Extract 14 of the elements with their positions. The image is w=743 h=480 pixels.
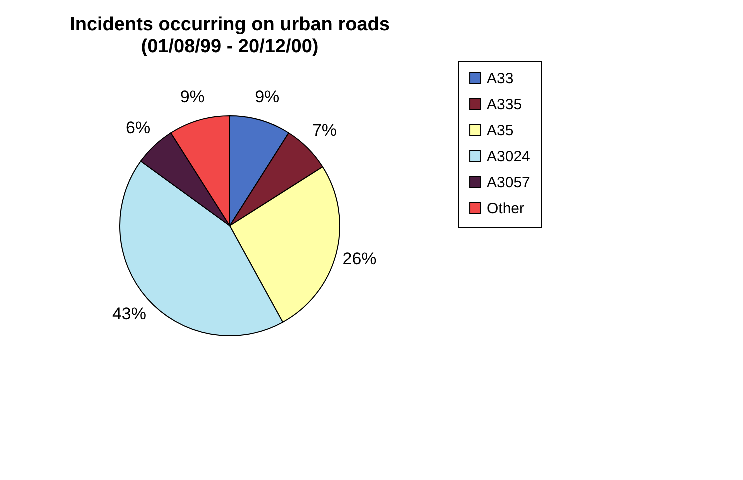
- data-label: 7%: [312, 121, 338, 140]
- chart-title: Incidents occurring on urban roads: [70, 14, 390, 36]
- data-label: 26%: [342, 249, 377, 268]
- legend-label: Other: [487, 200, 525, 218]
- legend-label: A335: [487, 96, 522, 114]
- data-label: 6%: [126, 118, 151, 138]
- chart-subtitle: (01/08/99 - 20/12/00): [141, 36, 319, 58]
- legend-label: A3024: [487, 148, 530, 166]
- data-label: 9%: [255, 87, 280, 106]
- legend-label: A33: [487, 70, 514, 88]
- data-label: 43%: [112, 304, 146, 324]
- data-label: 9%: [180, 87, 205, 106]
- legend-label: A3057: [487, 174, 530, 192]
- legend-label: A35: [487, 122, 514, 140]
